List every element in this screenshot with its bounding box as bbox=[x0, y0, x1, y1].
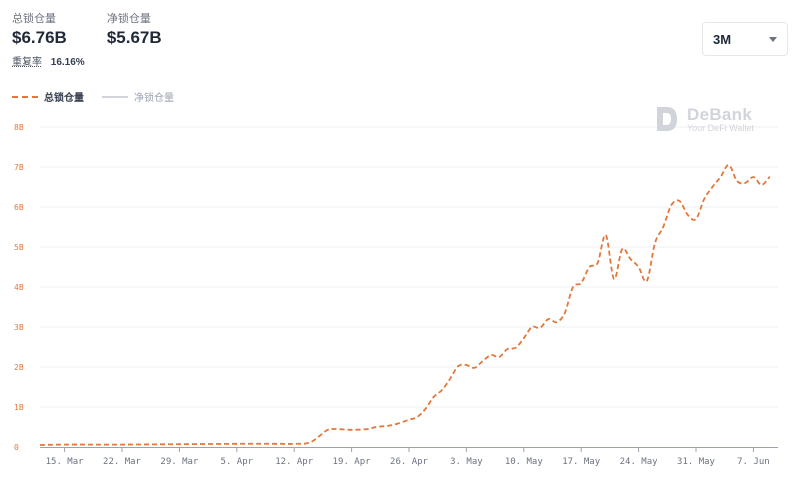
x-tick-label: 31. May bbox=[677, 457, 716, 467]
net-tvl-value: $5.67B bbox=[106, 28, 162, 47]
watermark-title: DeBank bbox=[687, 105, 753, 124]
y-tick-label: 4B bbox=[14, 283, 24, 292]
legend-item-net-tvl[interactable]: 净锁仓量 bbox=[102, 89, 174, 104]
stats-panel: 总锁仓量 $6.76B 净锁仓量 $5.67B bbox=[12, 10, 162, 48]
x-tick-label: 26. Apr bbox=[390, 457, 429, 467]
x-tick-label: 5. Apr bbox=[221, 457, 254, 467]
y-tick-label: 3B bbox=[14, 323, 24, 332]
time-range-select[interactable]: 3M bbox=[702, 22, 788, 56]
tvl-label: 总锁仓量 bbox=[12, 13, 56, 25]
legend-swatch-tvl bbox=[12, 95, 38, 98]
time-range-value: 3M bbox=[713, 31, 732, 47]
y-tick-label: 8B bbox=[14, 123, 24, 132]
chart-legend: 总锁仓量 净锁仓量 bbox=[12, 89, 174, 104]
x-tick-label: 24. May bbox=[620, 457, 659, 467]
x-tick-label: 19. Apr bbox=[333, 457, 372, 467]
x-tick-label: 29. Mar bbox=[160, 457, 199, 467]
duplication-ratio: 重复率 16.16% bbox=[12, 53, 85, 68]
net-tvl-label: 净锁仓量 bbox=[106, 13, 151, 25]
x-tick-label: 3. May bbox=[450, 457, 483, 467]
tvl-value: $6.76B bbox=[12, 28, 67, 47]
x-tick-label: 10. May bbox=[505, 457, 544, 467]
y-tick-label: 2B bbox=[14, 363, 24, 372]
debank-logo-icon bbox=[657, 107, 677, 131]
x-tick-label: 22. Mar bbox=[103, 457, 142, 467]
x-tick-label: 15. Mar bbox=[46, 457, 85, 467]
y-tick-label: 0 bbox=[14, 443, 19, 452]
duplication-ratio-value: 16.16% bbox=[50, 57, 85, 68]
axis-layer: 0 1B 2B 3B 4B 5B 6B 7B 8B 15. Mar 22. Mar 29. Mar 5.… bbox=[14, 123, 778, 467]
legend-label-net-tvl: 净锁仓量 bbox=[134, 93, 174, 104]
y-tick-label: 1B bbox=[14, 403, 24, 412]
grid-layer bbox=[40, 126, 778, 408]
watermark-subtitle: Your DeFi Wallet bbox=[687, 123, 754, 133]
duplication-ratio-label: 重复率 bbox=[12, 57, 42, 68]
legend-swatch-net-tvl bbox=[102, 95, 128, 98]
y-tick-label: 5B bbox=[14, 243, 24, 252]
tvl-stat: 总锁仓量 $6.76B bbox=[12, 10, 67, 48]
y-tick-label: 7B bbox=[14, 163, 24, 172]
x-tick-label: 12. Apr bbox=[275, 457, 314, 467]
x-tick-label: 17. May bbox=[562, 457, 601, 467]
legend-item-tvl[interactable]: 总锁仓量 bbox=[12, 89, 84, 104]
y-tick-label: 6B bbox=[14, 203, 24, 212]
x-tick-label: 7. Jun bbox=[737, 457, 770, 467]
net-tvl-stat: 净锁仓量 $5.67B bbox=[107, 10, 162, 48]
legend-label-tvl: 总锁仓量 bbox=[44, 93, 84, 104]
debank-watermark: DeBank Your DeFi Wallet bbox=[655, 105, 754, 133]
chevron-down-icon bbox=[769, 36, 777, 42]
